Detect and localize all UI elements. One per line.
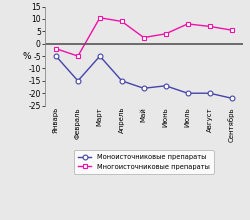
Многоисточниковые препараты: [230, 29, 233, 31]
Многоисточниковые препараты: [54, 47, 58, 50]
Моноисточниковые препараты: [142, 87, 145, 90]
Y-axis label: %: %: [23, 52, 32, 60]
Line: Моноисточниковые препараты: Моноисточниковые препараты: [54, 54, 234, 101]
Моноисточниковые препараты: [186, 92, 189, 95]
Многоисточниковые препараты: [98, 16, 101, 19]
Моноисточниковые препараты: [54, 55, 58, 57]
Моноисточниковые препараты: [164, 84, 167, 87]
Многоисточниковые препараты: [186, 23, 189, 25]
Моноисточниковые препараты: [120, 79, 123, 82]
Legend: Моноисточниковые препараты, Многоисточниковые препараты: Моноисточниковые препараты, Многоисточни…: [74, 150, 214, 174]
Многоисточниковые препараты: [76, 55, 80, 57]
Многоисточниковые препараты: [164, 33, 167, 35]
Многоисточниковые препараты: [208, 25, 211, 28]
Моноисточниковые препараты: [208, 92, 211, 95]
Моноисточниковые препараты: [98, 55, 101, 57]
Моноисточниковые препараты: [76, 79, 80, 82]
Многоисточниковые препараты: [142, 36, 145, 39]
Многоисточниковые препараты: [120, 20, 123, 23]
Моноисточниковые препараты: [230, 97, 233, 99]
Line: Многоисточниковые препараты: Многоисточниковые препараты: [54, 15, 234, 59]
